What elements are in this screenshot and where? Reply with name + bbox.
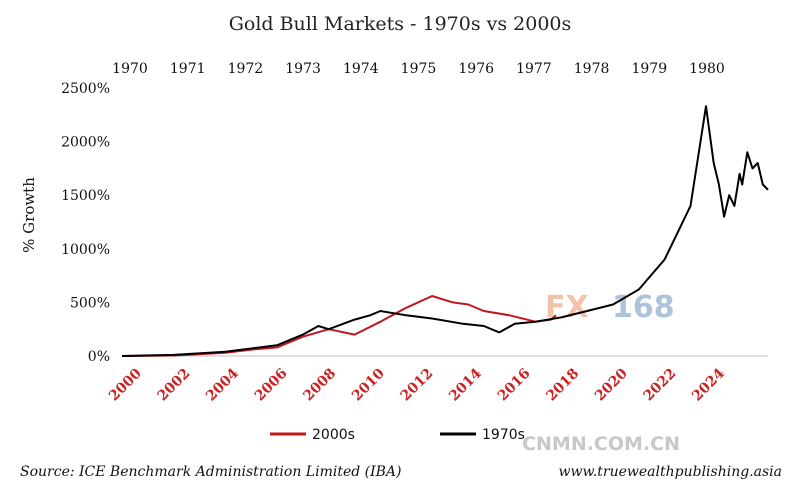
bottom-tick-label: 2004 [203, 365, 242, 404]
chart-title: Gold Bull Markets - 1970s vs 2000s [229, 13, 572, 35]
fx168-watermark-number: 168 [612, 290, 675, 325]
website-note: www.truewealthpublishing.asia [559, 464, 782, 480]
top-tick-label: 1974 [343, 61, 379, 77]
y-tick-label: 0% [88, 349, 110, 365]
bottom-tick-label: 2002 [155, 366, 194, 405]
top-axis: 1970 1971 1972 1973 1974 1975 1976 1977 1978 1979… [112, 61, 725, 77]
y-axis-label: % Growth [20, 177, 38, 253]
bottom-axis: 2000 2002 2004 2006 2008 2010 2012 2014 2016 2018… [106, 365, 728, 404]
legend: 2000s 1970s [270, 427, 525, 443]
y-tick-label: 1500% [61, 188, 110, 204]
bottom-tick-label: 2020 [592, 365, 631, 404]
bottom-tick-label: 2016 [495, 366, 534, 405]
top-tick-label: 1973 [285, 61, 321, 77]
bottom-tick-label: 2008 [300, 366, 339, 405]
y-tick-label: 2000% [61, 135, 110, 151]
top-tick-label: 1980 [689, 61, 725, 77]
bottom-tick-label: 2022 [641, 366, 680, 405]
bottom-tick-label: 2014 [446, 365, 485, 404]
top-tick-label: 1970 [112, 61, 148, 77]
legend-label-1970s: 1970s [482, 427, 525, 443]
y-axis: 0% 500% 1000% 1500% 2000% 2500% [61, 81, 110, 365]
top-tick-label: 1977 [516, 61, 552, 77]
top-tick-label: 1972 [228, 61, 264, 77]
top-tick-label: 1971 [170, 61, 206, 77]
top-tick-label: 1975 [401, 61, 437, 77]
source-note: Source: ICE Benchmark Administration Lim… [20, 464, 402, 480]
y-tick-label: 500% [70, 295, 110, 311]
legend-label-2000s: 2000s [312, 427, 355, 443]
bottom-tick-label: 2000 [106, 365, 145, 404]
series-layer [121, 105, 769, 357]
bottom-tick-label: 2024 [689, 365, 728, 404]
bottom-tick-label: 2010 [349, 365, 388, 404]
top-tick-label: 1978 [574, 61, 610, 77]
y-tick-label: 1000% [61, 242, 110, 258]
y-tick-label: 2500% [61, 81, 110, 97]
series-line-2000s [121, 295, 557, 357]
series-line-1970s [121, 105, 769, 357]
bottom-tick-label: 2012 [398, 366, 437, 405]
fx168-watermark: FX 168 [545, 290, 675, 325]
cnmn-watermark: CNMN.COM.CN [522, 433, 680, 455]
bottom-tick-label: 2018 [543, 366, 582, 405]
top-tick-label: 1979 [631, 61, 667, 77]
top-tick-label: 1976 [458, 61, 494, 77]
bottom-tick-label: 2006 [252, 366, 291, 405]
